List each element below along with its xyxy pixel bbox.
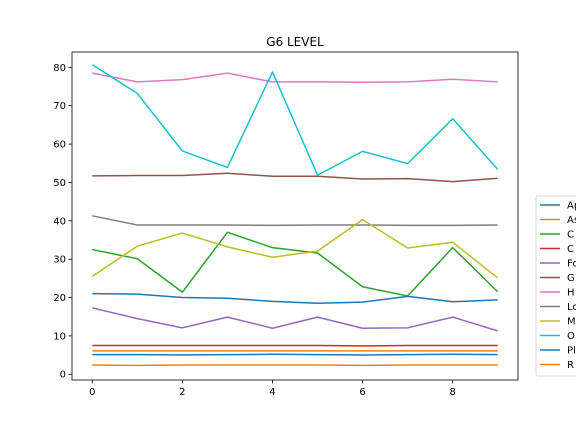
x-tick-label: 8 (449, 387, 455, 398)
y-tick-label: 40 (53, 216, 66, 227)
x-tick-label: 4 (269, 387, 275, 398)
series-line-9 (91, 64, 499, 176)
series-line-7 (92, 215, 498, 227)
y-tick-label: 0 (60, 370, 66, 381)
legend-box (535, 195, 576, 377)
y-tick-label: 80 (53, 63, 66, 74)
x-tick-label: 2 (179, 387, 185, 398)
legend-label-10: Pl (567, 346, 576, 357)
legend-label-1: As (567, 215, 576, 226)
legend-label-8: M (567, 317, 576, 328)
series-layer (91, 64, 499, 367)
x-tick-label: 6 (359, 387, 365, 398)
legend-label-2: C (567, 230, 574, 241)
chart-title: G6 LEVEL (266, 35, 324, 49)
legend-label-11: R (567, 360, 574, 371)
x-axis: 0 2 4 6 8 (89, 380, 456, 398)
series-line-2 (92, 231, 499, 297)
series-line-4 (92, 307, 498, 332)
legend-label-5: G (567, 273, 575, 284)
y-tick-label: 10 (53, 331, 66, 342)
y-tick-label: 30 (53, 255, 66, 266)
legend-label-4: Fo (567, 259, 576, 270)
legend-label-0: Ap (567, 201, 576, 212)
legend-label-9: O (567, 331, 575, 342)
plot-area-frame (71, 51, 519, 381)
series-line-6 (92, 72, 498, 84)
series-line-8 (91, 218, 499, 279)
y-tick-label: 50 (53, 178, 66, 189)
legend-label-7: Lo (567, 302, 576, 313)
y-axis: 0 10 20 30 40 50 60 70 80 (53, 63, 72, 381)
legend-label-6: H (567, 288, 575, 299)
y-tick-label: 70 (53, 101, 66, 112)
x-tick-label: 0 (89, 387, 95, 398)
y-tick-label: 60 (53, 140, 66, 151)
series-line-5 (92, 172, 498, 183)
series-line-10 (92, 353, 498, 356)
legend: Ap As CC Fo GH Lo MO Pl R (535, 195, 576, 377)
legend-label-3: C (567, 244, 574, 255)
y-tick-label: 20 (53, 293, 66, 304)
series-line-0 (92, 292, 498, 305)
